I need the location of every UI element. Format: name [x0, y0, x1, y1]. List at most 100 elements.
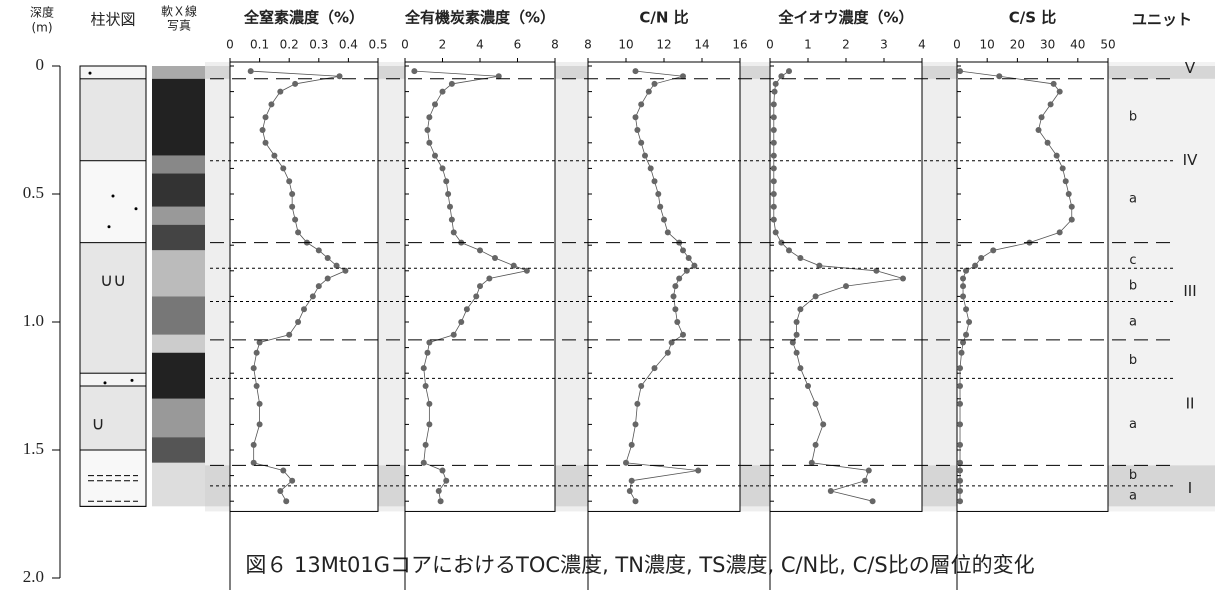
data-point	[651, 178, 658, 185]
depth-label: 深度	[30, 5, 54, 20]
subunit-label: b	[1129, 468, 1137, 483]
data-point	[1068, 203, 1075, 210]
data-point	[778, 239, 785, 246]
data-point	[628, 441, 635, 448]
data-point	[793, 349, 800, 356]
data-point	[957, 459, 964, 466]
data-point	[289, 203, 296, 210]
data-point	[448, 80, 455, 87]
data-point	[651, 365, 658, 372]
data-point	[651, 80, 658, 87]
data-point	[642, 152, 648, 159]
x-tick-label: 40	[1070, 38, 1085, 52]
data-point	[827, 487, 834, 494]
data-point	[862, 477, 868, 484]
data-point	[1062, 178, 1069, 185]
data-point	[668, 339, 675, 346]
data-point	[645, 88, 652, 95]
data-point	[336, 73, 343, 80]
data-point	[632, 498, 639, 505]
panel-title: 全有機炭素濃度（%）	[404, 9, 555, 27]
data-point	[772, 229, 779, 236]
x-tick-label: 3	[880, 38, 888, 52]
data-point	[1056, 88, 1063, 95]
data-point	[1050, 80, 1057, 87]
panel-title: 全イオウ濃度（%）	[777, 9, 913, 27]
data-point	[664, 229, 671, 236]
data-point	[657, 203, 664, 210]
xray-header: 写真	[167, 19, 191, 33]
xray-photo	[152, 437, 205, 463]
data-point	[680, 331, 686, 338]
data-point	[873, 267, 880, 274]
subunit-label: a	[1129, 489, 1137, 504]
data-point	[960, 283, 967, 290]
data-point	[772, 80, 779, 87]
data-point	[1035, 127, 1042, 133]
data-point	[289, 191, 296, 197]
data-point	[486, 275, 493, 282]
data-point	[295, 229, 302, 236]
subunit-label: a	[1129, 192, 1137, 207]
data-point	[445, 191, 452, 197]
data-point	[957, 68, 964, 75]
data-point	[342, 267, 349, 274]
depth-unit: (m)	[31, 21, 52, 35]
data-point	[786, 247, 792, 254]
data-point	[770, 139, 777, 146]
data-point	[477, 283, 483, 290]
data-point	[280, 165, 287, 172]
data-point	[655, 191, 662, 197]
lithology-white	[79, 449, 147, 507]
data-point	[664, 349, 671, 356]
data-point	[295, 319, 302, 325]
x-tick-label: 0.2	[280, 38, 299, 52]
xray-photo	[152, 398, 205, 438]
data-point	[957, 365, 964, 372]
data-point	[277, 487, 284, 494]
data-point	[957, 441, 964, 448]
x-tick-label: 0.5	[368, 38, 387, 52]
data-point	[812, 293, 819, 300]
panel-title: C/S 比	[1009, 9, 1057, 27]
data-point	[978, 255, 985, 261]
data-point	[812, 400, 819, 407]
unit-shade	[1110, 62, 1215, 512]
data-point	[628, 477, 635, 484]
data-point	[797, 365, 804, 372]
data-point	[865, 467, 872, 474]
depth-tick-label: 1.5	[23, 439, 44, 458]
data-point	[432, 101, 438, 108]
data-point	[424, 127, 431, 133]
x-tick-label: 4	[918, 38, 926, 52]
x-tick-label: 0.3	[309, 38, 328, 52]
data-point	[424, 349, 431, 356]
sand-dot	[88, 71, 92, 75]
data-point	[963, 267, 970, 274]
data-point	[638, 101, 645, 108]
data-point	[957, 498, 964, 505]
data-point	[286, 178, 293, 185]
data-point	[676, 275, 683, 282]
data-point	[843, 283, 849, 290]
data-point	[262, 114, 269, 121]
data-point	[256, 421, 263, 428]
sand-dot	[111, 194, 115, 198]
xray-photo	[152, 250, 205, 297]
panel	[229, 61, 379, 512]
data-point	[1053, 152, 1060, 159]
x-tick-label: 6	[514, 38, 522, 52]
data-point	[808, 459, 815, 466]
data-point	[771, 88, 778, 95]
data-point	[268, 101, 275, 108]
data-point	[283, 498, 290, 505]
data-point	[691, 262, 698, 269]
data-point	[958, 349, 965, 356]
data-point	[634, 127, 641, 133]
data-point	[280, 467, 287, 474]
data-point	[797, 306, 804, 313]
sand-dot	[134, 207, 138, 211]
xray-photo	[152, 66, 205, 79]
data-point	[510, 262, 517, 269]
data-point	[670, 293, 677, 300]
